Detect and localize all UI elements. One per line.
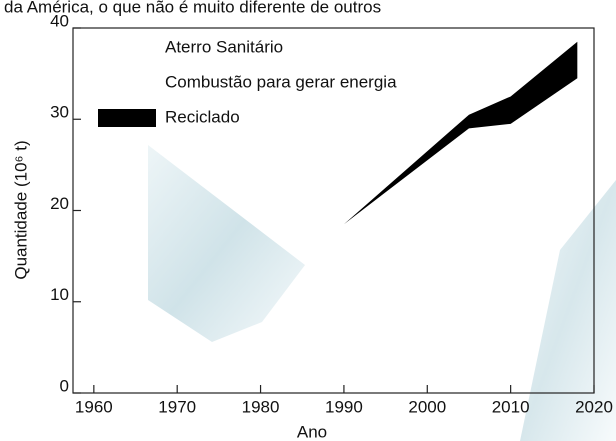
legend-swatch [98,109,156,127]
header-text: da América, o que não é muito diferente … [4,0,381,16]
y-axis-label: Quantidade (10⁶ t) [11,140,30,279]
y-tick-label: 30 [50,103,69,122]
y-tick-label: 40 [50,11,69,30]
background-decoration [520,180,616,441]
x-tick-label: 2020 [575,397,613,416]
legend-label: Reciclado [165,107,240,126]
x-tick-label: 1960 [75,397,113,416]
x-tick-label: 1990 [325,397,363,416]
x-tick-label: 2000 [408,397,446,416]
y-tick-label: 20 [50,194,69,213]
x-tick-label: 1980 [242,397,280,416]
area-band [343,41,578,225]
background-decoration [148,145,305,342]
legend-label: Combustão para gerar energia [165,72,397,91]
y-tick-label: 10 [50,285,69,304]
x-tick-label: 2010 [492,397,530,416]
legend-label: Aterro Sanitário [165,37,283,56]
x-tick-label: 1970 [158,397,196,416]
y-tick-label: 0 [60,376,69,395]
x-axis-label: Ano [297,422,327,441]
